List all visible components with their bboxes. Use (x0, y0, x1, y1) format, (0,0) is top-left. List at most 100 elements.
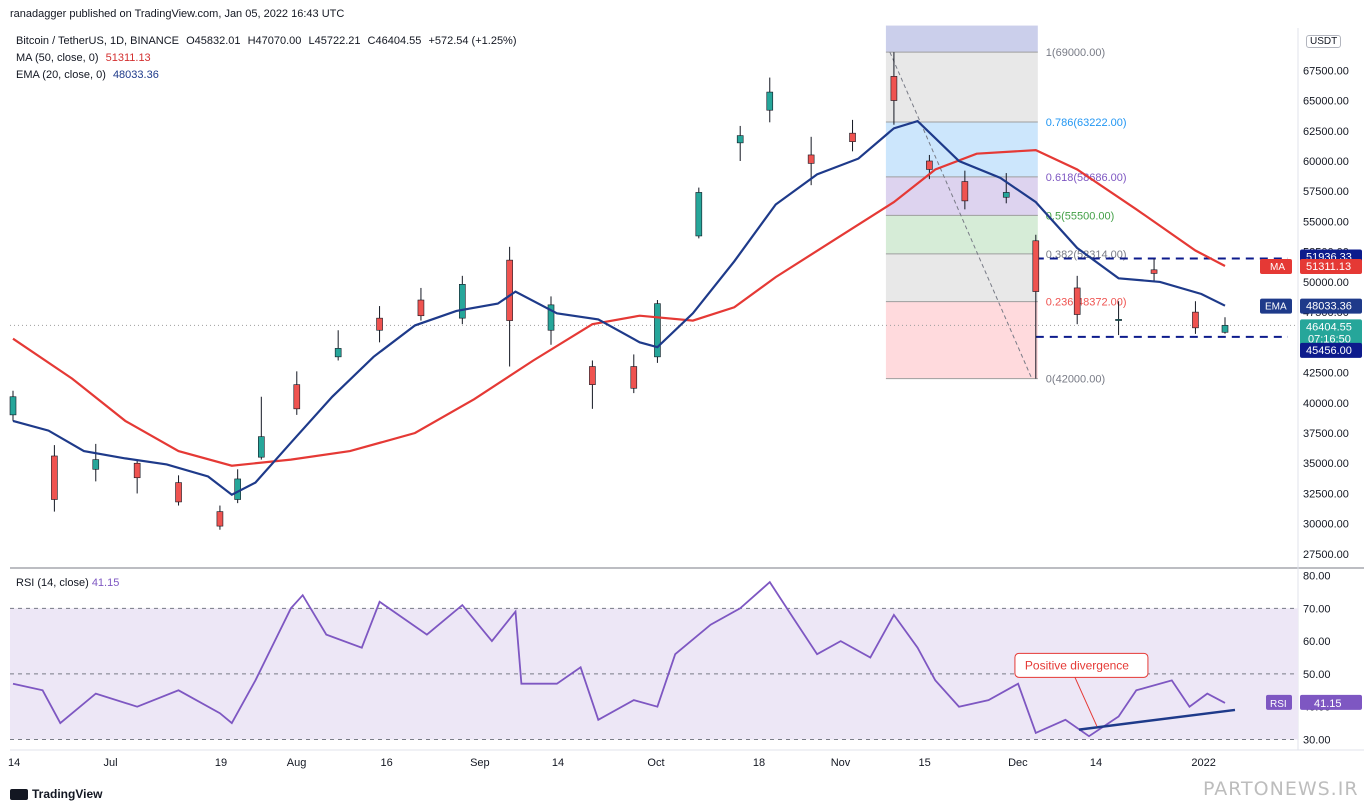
tradingview-logo-icon (10, 788, 28, 800)
price-tick-label: 67500.00 (1303, 65, 1349, 77)
price-tick-label: 30000.00 (1303, 519, 1349, 531)
price-badge-ema[interactable] (1300, 298, 1362, 314)
annotation-box[interactable] (1014, 652, 1149, 678)
ma50-line[interactable] (12, 148, 1226, 467)
rsi-legend[interactable]: RSI (14, close) 41.15 (16, 577, 119, 589)
low-value: L45722.21 (308, 35, 361, 47)
candle-body[interactable] (890, 76, 898, 101)
ma-value: 51311.13 (105, 52, 151, 64)
time-tick-label: 14 (552, 757, 564, 769)
symbol-legend[interactable]: Bitcoin / TetherUS, 1D, BINANCE O45832.0… (16, 35, 521, 47)
price-tick-label: 40000.00 (1303, 398, 1349, 410)
candle-body[interactable] (9, 396, 17, 416)
candle-body[interactable] (849, 132, 856, 142)
time-tick-label: 15 (918, 757, 930, 769)
price-tick-label: 55000.00 (1303, 216, 1349, 228)
candle-body[interactable] (258, 436, 265, 458)
indicator-tag-ma (1260, 259, 1292, 275)
candle-body[interactable] (961, 181, 969, 202)
candle-body[interactable] (1073, 287, 1081, 315)
price-tick-label: 50000.00 (1303, 277, 1349, 289)
price-badge-text: 48033.36 (1306, 301, 1352, 313)
candle-body[interactable] (506, 259, 513, 321)
candle-body[interactable] (654, 303, 661, 358)
candle-body[interactable] (293, 384, 301, 410)
candle-body[interactable] (216, 511, 224, 527)
price-tick-label: 27500.00 (1303, 549, 1349, 561)
fib-zone-top (885, 25, 1038, 53)
price-badge-ma[interactable] (1300, 259, 1362, 275)
rsi-line[interactable] (12, 580, 1226, 738)
candle-body[interactable] (589, 366, 596, 385)
fib-level-label: 0.786(63222.00) (1046, 117, 1127, 129)
ema20-line[interactable] (12, 119, 1226, 496)
price-tick-label: 35000.00 (1303, 458, 1349, 470)
candle-body[interactable] (133, 462, 141, 479)
price-badge-text: 45456.00 (1306, 345, 1352, 357)
annotation-pointer (1074, 677, 1098, 727)
candle-body[interactable] (807, 154, 815, 164)
rsi-tag-text: RSI (1270, 699, 1287, 710)
candle-body[interactable] (695, 192, 703, 237)
candle-body[interactable] (1192, 311, 1199, 329)
tradingview-logo[interactable]: TradingView (10, 787, 102, 801)
candle-body[interactable] (417, 299, 425, 317)
ma-legend[interactable]: MA (50, close, 0) 51311.13 (16, 52, 155, 64)
fib-zone (885, 215, 1038, 254)
candle-body[interactable] (1115, 319, 1122, 321)
rsi-legend-value: 41.15 (91, 577, 120, 589)
rsi-value-badge-text: 41.15 (1314, 698, 1342, 710)
price-tick-label: 37500.00 (1303, 428, 1349, 440)
fib-level-label: 0.618(58686.00) (1046, 172, 1127, 184)
price-tick-label: 65000.00 (1303, 96, 1349, 108)
time-tick-label: 14 (1090, 757, 1102, 769)
candle-body[interactable] (547, 304, 555, 331)
rsi-value-badge[interactable] (1300, 694, 1362, 710)
fib-level-label: 0(42000.00) (1046, 374, 1105, 386)
candle-body[interactable] (1032, 240, 1040, 292)
candle-body[interactable] (926, 160, 933, 170)
price-tick-label: 32500.00 (1303, 488, 1349, 500)
candle-body[interactable] (1002, 192, 1010, 198)
time-tick-label: 19 (215, 757, 227, 769)
rsi-tick-label: 70.00 (1303, 603, 1331, 615)
indicator-tag-text: MA (1270, 262, 1285, 273)
rsi-tag (1266, 694, 1292, 710)
candle-body[interactable] (51, 455, 58, 500)
fib-level-label: 1(69000.00) (1046, 47, 1105, 59)
candle-body[interactable] (175, 482, 182, 503)
rsi-tick-label: 80.00 (1303, 571, 1331, 583)
candle-body[interactable] (736, 135, 744, 144)
price-tick-label: 60000.00 (1303, 156, 1349, 168)
price-badge-last[interactable] (1300, 319, 1362, 346)
rsi-trendline[interactable] (1078, 708, 1236, 731)
price-badge-text: 51311.13 (1306, 261, 1351, 273)
rsi-tick-label: 30.00 (1303, 734, 1331, 746)
watermark: PARTONEWS.IR (1203, 778, 1359, 800)
rsi-tick-label: 50.00 (1303, 669, 1331, 681)
candle-body[interactable] (92, 459, 100, 470)
candle-body[interactable] (1221, 325, 1229, 333)
price-tick-label: 57500.00 (1303, 186, 1349, 198)
rsi-label: RSI (14, close) (16, 577, 89, 589)
publisher-info: ranadagger published on TradingView.com,… (10, 8, 345, 20)
ema-legend[interactable]: EMA (20, close, 0) 48033.36 (16, 69, 163, 81)
close-value: C46404.55 (367, 35, 422, 47)
price-badge-support[interactable] (1300, 342, 1362, 358)
time-tick-label: Dec (1008, 757, 1028, 769)
candle-body[interactable] (334, 348, 342, 358)
time-tick-label: Jul (104, 757, 118, 769)
ema-value: 48033.36 (112, 69, 159, 81)
time-tick-label: Oct (647, 757, 664, 769)
candle-body[interactable] (459, 284, 466, 319)
candle-body[interactable] (234, 478, 241, 500)
currency-unit-button[interactable]: USDT (1306, 35, 1342, 48)
time-tick-label: Aug (287, 757, 307, 769)
candle-body[interactable] (1150, 269, 1158, 274)
time-tick-label: 14 (8, 757, 20, 769)
candle-body[interactable] (766, 91, 774, 111)
candle-body[interactable] (630, 366, 638, 389)
price-tick-label: 62500.00 (1303, 126, 1349, 138)
candle-body[interactable] (376, 317, 383, 331)
